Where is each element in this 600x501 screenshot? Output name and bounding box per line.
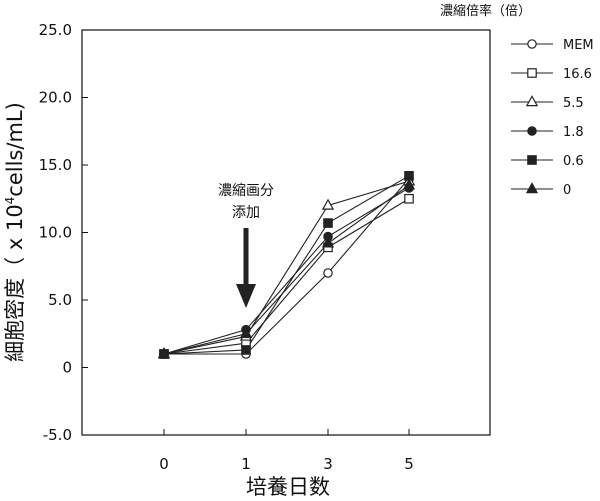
plot-area bbox=[81, 29, 491, 436]
annotation-line1: 濃縮画分 bbox=[218, 183, 274, 199]
x-tick-label: 3 bbox=[323, 455, 333, 473]
data-point bbox=[323, 218, 333, 228]
legend-label: 0.6 bbox=[563, 154, 584, 169]
legend-marker bbox=[527, 155, 537, 165]
series-line bbox=[163, 198, 410, 355]
arrow-head bbox=[236, 284, 256, 308]
data-point bbox=[321, 198, 335, 210]
y-tick-label: 15.0 bbox=[39, 156, 72, 174]
legend-marker bbox=[527, 39, 537, 49]
data-point bbox=[157, 347, 171, 359]
y-tick-label: -5.0 bbox=[43, 426, 72, 444]
series-line bbox=[163, 184, 410, 355]
x-tick-label: 0 bbox=[159, 455, 169, 473]
markers-MEM bbox=[159, 173, 414, 359]
data-point bbox=[404, 193, 414, 204]
x-axis: 0 1 3 5 bbox=[159, 429, 414, 473]
legend-item: 5.5 bbox=[511, 95, 584, 111]
y-tick-label: 5.0 bbox=[48, 291, 72, 309]
legend-item: 16.6 bbox=[511, 67, 592, 82]
legend-label: 5.5 bbox=[563, 96, 584, 111]
x-axis-label: 培養日数 bbox=[246, 475, 330, 499]
legend-item: 0.6 bbox=[511, 154, 584, 169]
series-line bbox=[164, 178, 410, 355]
arrow-shaft bbox=[243, 228, 249, 286]
series-0.6 bbox=[163, 175, 410, 355]
legend-item: MEM bbox=[511, 38, 594, 53]
legend-marker bbox=[525, 182, 539, 194]
legend-label: 0 bbox=[563, 183, 571, 198]
annotation: 濃縮画分 添加 bbox=[218, 183, 274, 308]
y-axis-label: 細胞密度（ x 104cells/mL) bbox=[3, 102, 27, 362]
y-tick-label: 10.0 bbox=[39, 224, 72, 242]
legend-title: 濃縮倍率（倍） bbox=[440, 3, 531, 19]
series-layer bbox=[157, 171, 416, 359]
markers-0.6 bbox=[159, 171, 414, 359]
y-tick-label: 0 bbox=[62, 359, 72, 377]
series-5.5 bbox=[163, 180, 410, 355]
data-point bbox=[321, 236, 335, 248]
annotation-arrow bbox=[236, 228, 256, 308]
legend-marker bbox=[527, 68, 537, 78]
series-line bbox=[163, 175, 410, 355]
y-axis: -5.0 0 5.0 10.0 15.0 20.0 25.0 bbox=[39, 21, 88, 444]
series-line bbox=[163, 180, 410, 355]
series-0 bbox=[163, 184, 410, 355]
plot-frame bbox=[81, 29, 491, 436]
x-tick-label: 1 bbox=[241, 455, 251, 473]
legend-label: 1.8 bbox=[563, 125, 584, 140]
series-1.8 bbox=[163, 187, 410, 355]
y-tick-label: 20.0 bbox=[39, 89, 72, 107]
legend-marker bbox=[525, 95, 539, 107]
series-MEM bbox=[164, 178, 410, 355]
series-16.6 bbox=[163, 198, 410, 355]
data-point bbox=[241, 345, 251, 355]
legend-item: 1.8 bbox=[511, 125, 584, 140]
legend-label: 16.6 bbox=[563, 67, 592, 82]
series-line bbox=[163, 187, 410, 355]
x-tick-label: 5 bbox=[404, 455, 414, 473]
data-point bbox=[323, 268, 333, 278]
data-point bbox=[402, 178, 416, 190]
legend: 濃縮倍率（倍） MEM 16.6 5.5 1.8 0.6 0 bbox=[440, 3, 594, 198]
y-tick-label: 25.0 bbox=[39, 21, 72, 39]
annotation-line2: 添加 bbox=[232, 205, 260, 221]
legend-marker bbox=[527, 126, 537, 136]
legend-item: 0 bbox=[511, 182, 571, 198]
markers-0 bbox=[157, 178, 416, 359]
legend-label: MEM bbox=[563, 38, 594, 53]
data-point bbox=[239, 326, 253, 338]
markers-5.5 bbox=[157, 174, 416, 359]
